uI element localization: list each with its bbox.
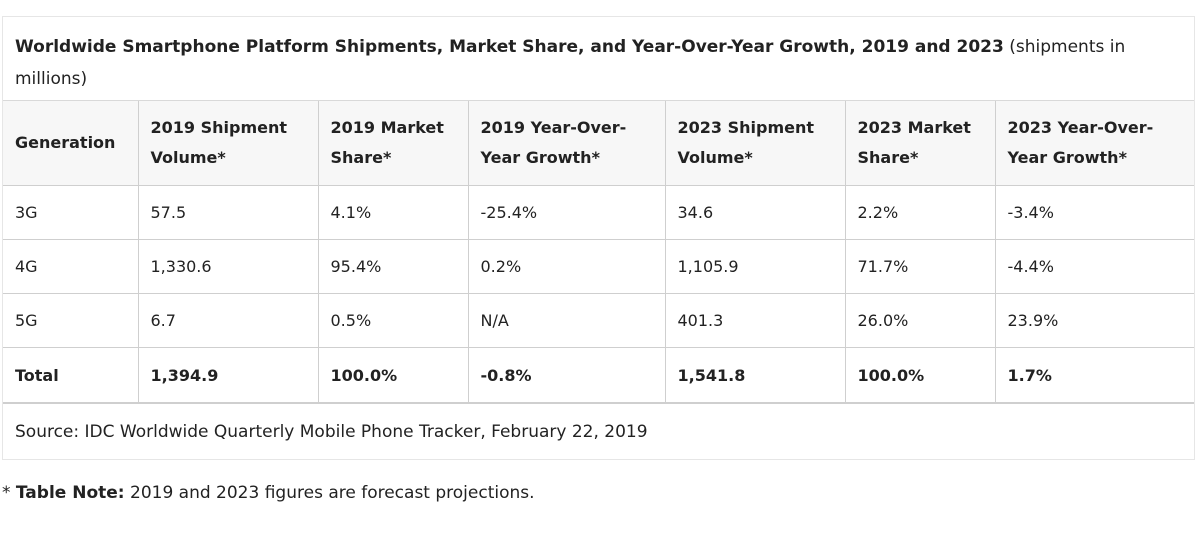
cell-2019-market-share: 95.4% — [318, 240, 468, 294]
table-row: 5G 6.7 0.5% N/A 401.3 26.0% 23.9% — [3, 294, 1194, 348]
cell-generation: 4G — [3, 240, 138, 294]
cell-2023-yoy-growth: -4.4% — [995, 240, 1194, 294]
header-2019-yoy-growth: 2019 Year-Over-Year Growth* — [468, 101, 665, 186]
header-2023-market-share: 2023 Market Share* — [845, 101, 995, 186]
cell-2019-shipment-volume: 6.7 — [138, 294, 318, 348]
table-source: Source: IDC Worldwide Quarterly Mobile P… — [3, 403, 1194, 459]
note-text: 2019 and 2023 figures are forecast proje… — [125, 483, 535, 503]
cell-2023-yoy-growth: 23.9% — [995, 294, 1194, 348]
table-row: 3G 57.5 4.1% -25.4% 34.6 2.2% -3.4% — [3, 186, 1194, 240]
cell-2019-yoy-growth: -25.4% — [468, 186, 665, 240]
table-row: 4G 1,330.6 95.4% 0.2% 1,105.9 71.7% -4.4… — [3, 240, 1194, 294]
table-note: * Table Note: 2019 and 2023 figures are … — [2, 480, 535, 506]
caption-title: Worldwide Smartphone Platform Shipments,… — [15, 37, 1004, 57]
cell-2023-yoy-growth: 1.7% — [995, 348, 1194, 403]
cell-2019-market-share: 100.0% — [318, 348, 468, 403]
cell-2019-market-share: 4.1% — [318, 186, 468, 240]
cell-2019-shipment-volume: 1,394.9 — [138, 348, 318, 403]
header-row: Generation 2019 Shipment Volume* 2019 Ma… — [3, 101, 1194, 186]
cell-generation: Total — [3, 348, 138, 403]
cell-generation: 3G — [3, 186, 138, 240]
cell-generation: 5G — [3, 294, 138, 348]
cell-2023-shipment-volume: 401.3 — [665, 294, 845, 348]
cell-2023-shipment-volume: 1,541.8 — [665, 348, 845, 403]
header-generation: Generation — [3, 101, 138, 186]
note-asterisk: * — [2, 483, 16, 503]
note-label: Table Note: — [16, 483, 125, 503]
cell-2019-yoy-growth: N/A — [468, 294, 665, 348]
cell-2019-yoy-growth: -0.8% — [468, 348, 665, 403]
header-2019-shipment-volume: 2019 Shipment Volume* — [138, 101, 318, 186]
cell-2023-market-share: 100.0% — [845, 348, 995, 403]
cell-2019-shipment-volume: 57.5 — [138, 186, 318, 240]
table-container: Worldwide Smartphone Platform Shipments,… — [2, 16, 1195, 460]
cell-2019-shipment-volume: 1,330.6 — [138, 240, 318, 294]
total-row: Total 1,394.9 100.0% -0.8% 1,541.8 100.0… — [3, 348, 1194, 403]
table-caption: Worldwide Smartphone Platform Shipments,… — [3, 17, 1194, 101]
header-2019-market-share: 2019 Market Share* — [318, 101, 468, 186]
header-2023-shipment-volume: 2023 Shipment Volume* — [665, 101, 845, 186]
cell-2023-yoy-growth: -3.4% — [995, 186, 1194, 240]
header-2023-yoy-growth: 2023 Year-Over-Year Growth* — [995, 101, 1194, 186]
shipments-table: Generation 2019 Shipment Volume* 2019 Ma… — [3, 101, 1194, 403]
cell-2019-market-share: 0.5% — [318, 294, 468, 348]
cell-2023-market-share: 26.0% — [845, 294, 995, 348]
cell-2023-shipment-volume: 34.6 — [665, 186, 845, 240]
cell-2023-market-share: 2.2% — [845, 186, 995, 240]
cell-2019-yoy-growth: 0.2% — [468, 240, 665, 294]
cell-2023-shipment-volume: 1,105.9 — [665, 240, 845, 294]
cell-2023-market-share: 71.7% — [845, 240, 995, 294]
